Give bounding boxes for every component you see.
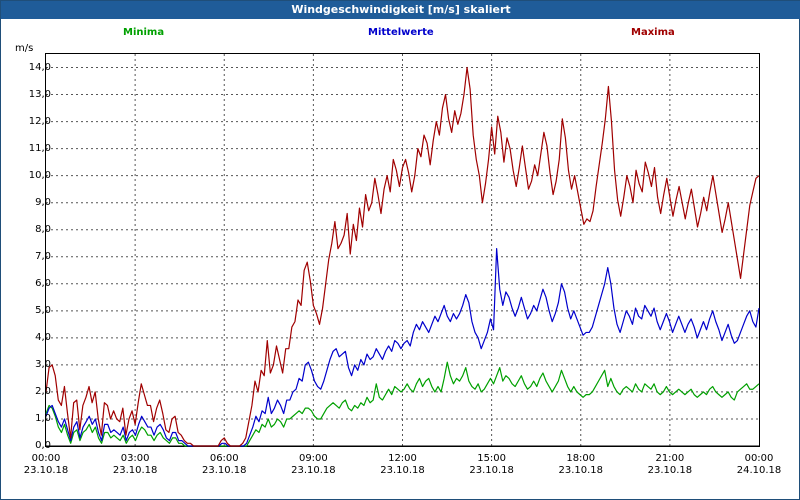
legend-minima: Minima	[123, 27, 165, 38]
y-axis-unit-label: m/s	[15, 43, 34, 54]
x-tick-label: 06:00 23.10.18	[201, 453, 247, 476]
y-tick-label: 14,0	[28, 61, 51, 73]
y-tick-label: 8,0	[35, 223, 51, 235]
window-titlebar: Windgeschwindigkeit [m/s] skaliert	[1, 1, 800, 19]
y-tick-label: 9,0	[35, 196, 51, 208]
x-tick-label: 09:00 23.10.18	[291, 453, 336, 476]
plot-area	[45, 53, 760, 447]
y-tick-label: 0,0	[35, 440, 51, 451]
y-tick-label: 6,0	[35, 277, 51, 289]
y-tick-label: 11,0	[28, 142, 51, 154]
y-tick-label: 4,0	[35, 331, 51, 343]
x-tick-label: 18:00 23.10.18	[558, 453, 604, 476]
x-tick-label: 00:00 24.10.18	[736, 453, 782, 476]
y-tick-label: 10,0	[28, 169, 51, 181]
y-tick-label: 2,0	[35, 385, 51, 397]
y-tick-label: 3,0	[35, 358, 51, 370]
legend-maxima: Maxima	[631, 27, 675, 38]
x-tick-label: 21:00 23.10.18	[647, 453, 693, 476]
x-tick-label: 12:00 23.10.18	[380, 453, 425, 476]
chart-svg	[45, 54, 760, 447]
x-tick-label: 00:00 23.10.18	[23, 453, 69, 476]
legend-mittelwerte: Mittelwerte	[368, 27, 434, 38]
y-tick-label: 7,0	[35, 250, 51, 262]
y-tick-label: 5,0	[35, 304, 51, 316]
y-tick-label: 12,0	[28, 115, 51, 127]
x-tick-label: 03:00 23.10.18	[112, 453, 158, 476]
y-tick-label: 13,0	[28, 88, 51, 100]
x-tick-label: 15:00 23.10.18	[469, 453, 514, 476]
window-title: Windgeschwindigkeit [m/s] skaliert	[291, 3, 511, 16]
y-tick-label: 1,0	[35, 412, 51, 424]
